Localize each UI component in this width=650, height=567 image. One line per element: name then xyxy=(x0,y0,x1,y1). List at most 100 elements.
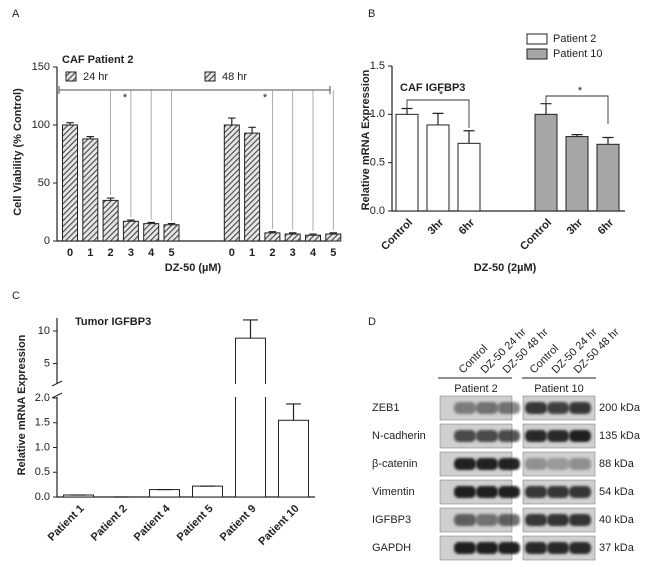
bracket xyxy=(406,99,470,128)
legend-swatch xyxy=(65,71,77,82)
bar xyxy=(235,337,266,498)
error-bar xyxy=(167,223,176,225)
error-bar xyxy=(286,403,301,421)
error-bar xyxy=(243,319,258,339)
panel-letter: D xyxy=(368,316,376,328)
x-tick-label: 3 xyxy=(290,247,296,259)
band xyxy=(454,402,476,414)
band xyxy=(569,514,591,526)
row-label: Vimentin xyxy=(372,486,415,498)
axis-break xyxy=(49,384,317,397)
bar xyxy=(278,419,309,498)
error-bar xyxy=(268,231,277,233)
band xyxy=(498,402,520,414)
annotation: * xyxy=(263,92,268,104)
x-tick-label: 6hr xyxy=(457,216,478,237)
band xyxy=(525,430,547,442)
x-tick-label: Patient 1 xyxy=(46,503,87,544)
band xyxy=(547,458,569,470)
panel-letter: C xyxy=(12,290,20,302)
band xyxy=(569,486,591,498)
x-tick-label: Patient 4 xyxy=(132,502,174,544)
x-tick-label: 3 xyxy=(128,247,134,259)
legend-swatch xyxy=(526,33,548,45)
error-bar xyxy=(329,232,338,235)
band xyxy=(525,514,547,526)
row-label: N-cadherin xyxy=(372,430,426,442)
band xyxy=(476,514,498,526)
bar xyxy=(192,485,223,498)
y-tick-label: 0.0 xyxy=(370,205,385,217)
band xyxy=(569,402,591,414)
y-axis-label: Relative mRNA Expression xyxy=(360,69,372,210)
annotation: * xyxy=(123,92,128,104)
x-tick-label: Control xyxy=(518,217,554,253)
y-tick-label: 0.5 xyxy=(370,157,385,169)
error-bar xyxy=(571,134,583,137)
x-tick-label: 1 xyxy=(87,247,93,259)
band xyxy=(525,486,547,498)
bar xyxy=(122,220,139,242)
band xyxy=(547,402,569,414)
x-tick-label: 6hr xyxy=(596,216,617,237)
band xyxy=(476,402,498,414)
x-axis-label: DZ-50 (2µM) xyxy=(474,262,537,274)
bar xyxy=(149,489,180,498)
band xyxy=(454,430,476,442)
annotation: * xyxy=(439,89,444,101)
y-axis-label: Relative mRNA Expression xyxy=(16,334,28,475)
band xyxy=(476,542,498,554)
y-tick-label: 1.0 xyxy=(35,441,50,453)
x-tick-label: Patient 5 xyxy=(175,503,216,544)
error-bar xyxy=(248,126,256,134)
error-bar xyxy=(86,136,95,139)
x-tick-label: 0 xyxy=(67,247,73,259)
x-tick-label: Patient 9 xyxy=(218,503,259,544)
x-tick-label: 4 xyxy=(148,247,155,259)
x-tick-label: 2 xyxy=(108,247,114,259)
row-label: β-catenin xyxy=(372,458,417,470)
size-label: 54 kDa xyxy=(599,486,635,498)
x-tick-label: 1 xyxy=(249,247,255,259)
panel-letter: A xyxy=(12,8,20,20)
bar xyxy=(534,113,558,212)
x-tick-label: 3hr xyxy=(565,216,586,237)
bar xyxy=(223,124,240,242)
bar xyxy=(264,232,281,242)
error-bar xyxy=(463,130,475,144)
y-tick-label: 5 xyxy=(44,357,50,369)
bar xyxy=(163,224,180,242)
band xyxy=(454,458,476,470)
size-label: 40 kDa xyxy=(599,514,635,526)
legend-label: 24 hr xyxy=(83,71,108,83)
size-label: 200 kDa xyxy=(599,402,641,414)
annotation: * xyxy=(578,85,583,97)
error-bar xyxy=(432,112,444,125)
band xyxy=(569,458,591,470)
y-tick-label: 10 xyxy=(38,325,50,337)
bar xyxy=(82,138,99,242)
size-label: 135 kDa xyxy=(599,430,641,442)
band xyxy=(525,402,547,414)
bracket xyxy=(58,86,331,94)
error-bar xyxy=(602,136,614,145)
band xyxy=(498,542,520,554)
bar xyxy=(305,234,321,242)
legend-label: Patient 2 xyxy=(553,33,596,45)
y-tick-label: 1.5 xyxy=(35,417,50,429)
error-bar xyxy=(309,233,317,236)
y-tick-label: 2.0 xyxy=(35,392,50,404)
legend-swatch xyxy=(204,71,216,82)
band xyxy=(498,514,520,526)
row-label: GAPDH xyxy=(372,542,411,554)
bar xyxy=(325,233,342,242)
break-mark xyxy=(51,380,63,399)
band xyxy=(498,458,520,470)
bar xyxy=(395,113,419,212)
x-tick-label: 3hr xyxy=(426,216,447,237)
band xyxy=(454,514,476,526)
band xyxy=(476,430,498,442)
y-tick-label: 1.5 xyxy=(370,60,385,72)
band xyxy=(525,542,547,554)
band xyxy=(547,514,569,526)
